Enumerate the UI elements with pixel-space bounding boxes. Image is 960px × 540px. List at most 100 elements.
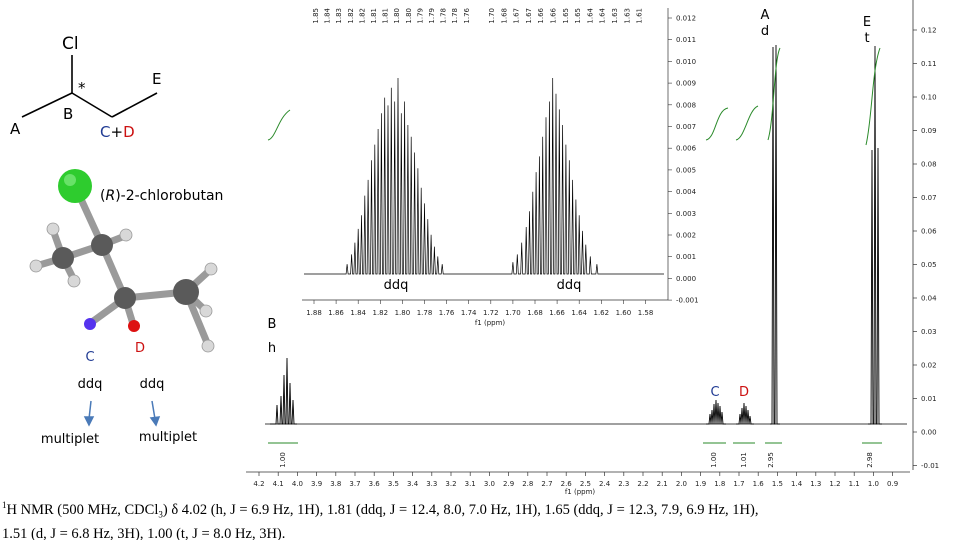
main-y-tick-label: 0.11 — [921, 60, 937, 68]
main-x-tick-label: 1.7 — [733, 480, 744, 488]
main-x-tick-label: 1.3 — [810, 480, 821, 488]
inset-peak-label: 1.70 — [488, 8, 496, 24]
main-x-tick-label: 1.0 — [868, 480, 879, 488]
main-y-tick-label: 0.12 — [921, 27, 937, 35]
inset-x-tick-label: 1.64 — [571, 309, 587, 317]
main-x-tick-label: 4.2 — [253, 480, 264, 488]
main-x-tick-label: 3.5 — [388, 480, 399, 488]
main-x-tick-label: 4.0 — [292, 480, 303, 488]
inset-y-tick-label: 0.010 — [676, 58, 696, 66]
main-x-tick-label: 1.4 — [791, 480, 803, 488]
annot-A-mult: d — [760, 24, 770, 39]
inset-y-tick-label: 0.006 — [676, 145, 697, 153]
peak-C-label: C — [710, 385, 720, 400]
inset-y-tick-label: 0.012 — [676, 15, 696, 23]
compound-name: (R)-2-chlorobutan — [100, 188, 224, 204]
main-x-tick-label: 2.9 — [503, 480, 514, 488]
inset-y-tick-label: 0.011 — [676, 36, 696, 44]
inset-x-tick-label: 1.74 — [461, 309, 477, 317]
stereocenter-star: * — [78, 79, 86, 97]
main-x-tick-label: 3.2 — [445, 480, 456, 488]
main-x-tick-label: 1.8 — [714, 480, 725, 488]
integral-value: 2.95 — [767, 452, 775, 468]
main-x-tick-label: 2.0 — [676, 480, 687, 488]
main-y-tick-label: 0.09 — [921, 127, 937, 135]
main-x-tick-label: 2.1 — [657, 480, 668, 488]
main-x-tick-label: 1.6 — [753, 480, 765, 488]
inset-y-tick-label: 0.008 — [676, 101, 696, 109]
main-x-label: f1 (ppm) — [565, 488, 596, 496]
inset-peak-label: 1.78 — [451, 8, 459, 24]
skeletal-formula — [21, 55, 158, 118]
inset-y-tick-label: 0.003 — [676, 210, 696, 218]
main-x-tick-label: 2.5 — [580, 480, 591, 488]
inset-x-tick-label: 1.86 — [328, 309, 344, 317]
arrows — [83, 400, 161, 427]
main-y-tick-label: 0.03 — [921, 328, 937, 336]
peak-B — [270, 357, 297, 425]
integral-curves — [267, 47, 881, 146]
annot-B-mult: h — [267, 341, 277, 356]
inset-peak-label: 1.68 — [500, 8, 508, 24]
inset-x-tick-label: 1.78 — [417, 309, 433, 317]
main-y-tick-label: 0.08 — [921, 161, 937, 169]
annot-D-label: D — [134, 341, 145, 356]
inset-peak-label: 1.79 — [428, 8, 436, 24]
annot-C-desc: multiplet — [40, 432, 100, 447]
inset-x-tick-label: 1.88 — [306, 309, 322, 317]
inset-peak-label: 1.81 — [370, 8, 378, 24]
inset-x-label: f1 (ppm) — [475, 319, 506, 327]
inset-peak-label: 1.83 — [335, 8, 343, 24]
inset-y-tick-label: 0.005 — [676, 166, 696, 174]
annot-E-label: E — [862, 15, 872, 30]
inset-peak-label: 1.66 — [550, 7, 558, 23]
inset-x-tick-label: 1.62 — [594, 309, 610, 317]
main-y-tick-label: 0.00 — [921, 429, 937, 437]
main-x-tick-label: 1.9 — [695, 480, 706, 488]
annot-C-label: C — [85, 350, 95, 365]
inset-spectrum: 1.88 1.86 1.84 1.82 1.80 1.78 1.76 1.74 1.72 1.70… — [302, 7, 699, 327]
main-x-tick-label: 2.4 — [599, 480, 611, 488]
annot-E-mult: t — [864, 31, 870, 46]
peak-E — [868, 45, 882, 425]
ball-stick-model — [29, 169, 218, 353]
main-x-tick-label: 1.5 — [772, 480, 783, 488]
cl-label: Cl — [62, 34, 79, 54]
main-x-tick-label: 3.8 — [330, 480, 341, 488]
inset-peak-label: 1.84 — [324, 7, 332, 23]
main-y-tick-label: 0.07 — [921, 194, 937, 202]
main-x-tick-label: 3.7 — [349, 480, 360, 488]
inset-left-mult: ddq — [383, 278, 409, 293]
inset-x-tick-label: 1.66 — [549, 309, 565, 317]
label-A: A — [10, 120, 21, 138]
peak-C — [706, 399, 726, 425]
main-y-tick-label: 0.02 — [921, 362, 937, 370]
main-y-tick-label: 0.05 — [921, 261, 937, 269]
main-y-tick-label: 0.01 — [921, 395, 937, 403]
inset-y-tick-label: 0.004 — [676, 188, 697, 196]
inset-peak-label: 1.65 — [574, 8, 582, 24]
nmr-caption: 1H NMR (500 MHz, CDCl3) δ 4.02 (h, J = 6… — [2, 500, 759, 540]
main-x-tick-label: 1.2 — [829, 480, 840, 488]
label-C-plus-D: C+D — [100, 124, 135, 140]
main-x-tick-label: 3.4 — [407, 480, 419, 488]
integral-value: 1.00 — [279, 452, 287, 468]
inset-y-tick-label: 0.001 — [676, 253, 696, 261]
main-y-tick-label: 0.06 — [921, 228, 937, 236]
inset-x-tick-label: 1.70 — [505, 309, 521, 317]
main-y-tick-label: 0.10 — [921, 94, 937, 102]
inset-x-tick-label: 1.58 — [638, 309, 654, 317]
inset-peak-label: 1.82 — [358, 8, 366, 24]
main-x-tick-label: 3.1 — [465, 480, 476, 488]
inset-peak-label: 1.67 — [513, 8, 521, 24]
inset-peak-label: 1.64 — [586, 7, 594, 23]
annot-D-desc: multiplet — [138, 430, 198, 445]
main-x-tick-label: 1.1 — [849, 480, 860, 488]
inset-peak-label: 1.79 — [416, 8, 424, 24]
main-y-tick-label: 0.04 — [921, 295, 937, 303]
main-x-tick-label: 4.1 — [273, 480, 284, 488]
inset-y-tick-label: -0.001 — [676, 297, 699, 305]
main-x-tick-label: 3.0 — [484, 480, 495, 488]
